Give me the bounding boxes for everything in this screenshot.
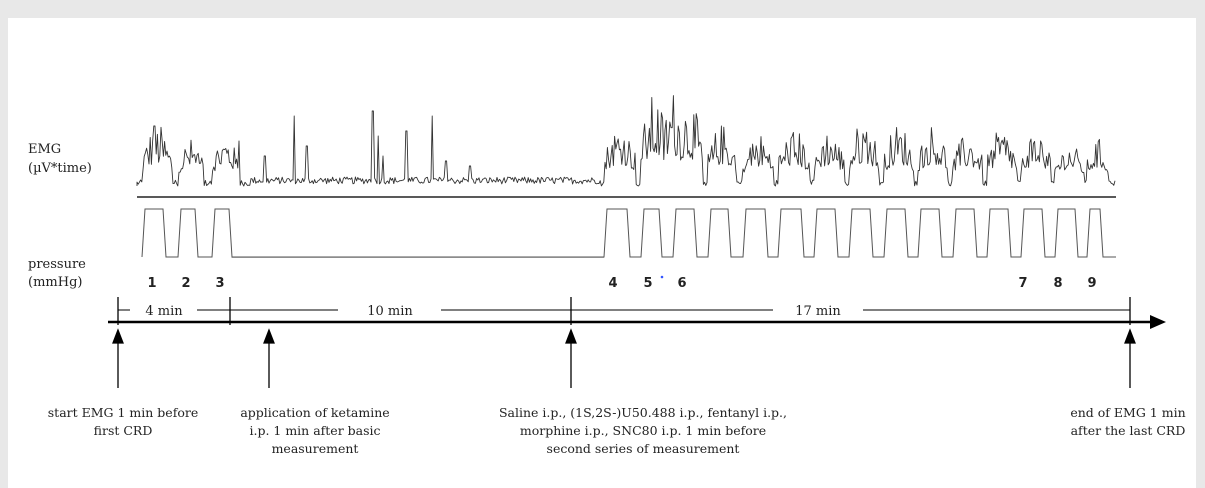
event-caption-line: second series of measurement	[547, 441, 740, 456]
stimulus-marker-dot	[660, 275, 664, 279]
stimulus-numbers: 1 2 3 4 5 6 7 8 9	[147, 276, 1096, 291]
stimulus-number: 4	[608, 276, 617, 291]
stimulus-number: 1	[147, 276, 156, 291]
duration-label-10min: 10 min	[367, 304, 413, 319]
event-caption-ketamine: application of ketamine i.p. 1 min after…	[240, 405, 389, 456]
event-caption-line: after the last CRD	[1071, 423, 1186, 438]
event-caption-line: first CRD	[94, 423, 153, 438]
emg-trace	[136, 95, 1116, 187]
pressure-trace	[141, 208, 1116, 258]
pressure-label-line2: (mmHg)	[28, 275, 82, 290]
event-caption-line: i.p. 1 min after basic	[249, 423, 380, 438]
event-arrowhead-start	[112, 328, 124, 344]
emg-label-line1: EMG	[28, 142, 61, 157]
duration-label-17min: 17 min	[795, 304, 841, 319]
time-axis-arrowhead	[1150, 315, 1166, 329]
emg-label-line2: (µV*time)	[28, 161, 92, 176]
event-caption-line: Saline i.p., (1S,2S-)U50.488 i.p., fenta…	[499, 405, 787, 420]
event-caption-line: application of ketamine	[240, 405, 389, 420]
event-caption-line: measurement	[272, 441, 359, 456]
stimulus-number: 3	[215, 276, 224, 291]
stimulus-number: 2	[181, 276, 190, 291]
event-caption-drug: Saline i.p., (1S,2S-)U50.488 i.p., fenta…	[499, 405, 787, 456]
event-caption-start: start EMG 1 min before first CRD	[48, 405, 198, 438]
event-arrowhead-ketamine	[263, 328, 275, 344]
figure-panel	[8, 18, 1196, 488]
stimulus-number: 6	[677, 276, 686, 291]
event-arrowhead-end	[1124, 328, 1136, 344]
event-caption-line: end of EMG 1 min	[1070, 405, 1185, 420]
stimulus-number: 5	[643, 276, 652, 291]
event-caption-line: start EMG 1 min before	[48, 405, 198, 420]
pressure-label-line1: pressure	[28, 257, 86, 272]
stimulus-number: 9	[1087, 276, 1096, 291]
stimulus-number: 8	[1053, 276, 1062, 291]
stimulus-number: 7	[1018, 276, 1027, 291]
event-arrowhead-drug	[565, 328, 577, 344]
duration-label-4min: 4 min	[145, 304, 183, 319]
event-caption-end: end of EMG 1 min after the last CRD	[1070, 405, 1185, 438]
event-caption-line: morphine i.p., SNC80 i.p. 1 min before	[520, 423, 766, 438]
